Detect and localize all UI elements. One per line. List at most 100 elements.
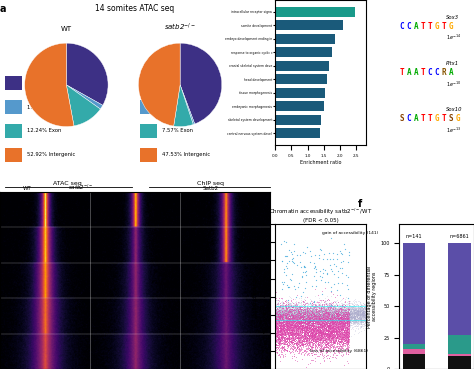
Point bbox=[353, 309, 361, 315]
Point bbox=[323, 313, 330, 319]
Point bbox=[285, 315, 292, 321]
Point bbox=[320, 316, 328, 322]
Point bbox=[337, 323, 345, 328]
Point bbox=[343, 311, 350, 317]
Point bbox=[301, 314, 308, 320]
Point bbox=[295, 324, 303, 330]
Point bbox=[297, 310, 304, 315]
Point bbox=[319, 312, 327, 318]
Point bbox=[349, 313, 357, 319]
Point bbox=[333, 345, 341, 351]
Point bbox=[303, 312, 310, 318]
Point bbox=[302, 313, 310, 319]
Point bbox=[326, 324, 334, 330]
Point bbox=[288, 307, 296, 313]
Point bbox=[319, 329, 327, 335]
Point bbox=[316, 349, 324, 355]
Point bbox=[293, 316, 301, 322]
Point bbox=[289, 311, 297, 317]
Point bbox=[308, 332, 316, 338]
Point bbox=[281, 304, 289, 310]
Point bbox=[324, 318, 331, 324]
Point bbox=[291, 324, 298, 330]
Point bbox=[292, 312, 300, 318]
Point bbox=[329, 310, 337, 315]
Point bbox=[320, 310, 328, 316]
Point bbox=[332, 305, 340, 311]
Point bbox=[303, 323, 311, 328]
Point bbox=[354, 313, 361, 319]
Point bbox=[320, 320, 328, 326]
Point bbox=[301, 264, 308, 270]
Point bbox=[313, 338, 321, 344]
Point bbox=[277, 323, 284, 328]
Point bbox=[275, 316, 283, 322]
Point bbox=[279, 318, 287, 324]
Point bbox=[282, 311, 289, 317]
Point bbox=[310, 318, 318, 324]
Point bbox=[307, 310, 315, 316]
Point bbox=[322, 332, 329, 338]
Point bbox=[301, 329, 309, 335]
Point bbox=[284, 317, 292, 323]
Point bbox=[325, 330, 333, 335]
Point bbox=[278, 313, 286, 318]
Point bbox=[293, 317, 301, 323]
Point bbox=[280, 317, 288, 323]
Point bbox=[299, 309, 306, 315]
Point bbox=[318, 345, 326, 351]
Point bbox=[336, 313, 343, 318]
Point bbox=[307, 304, 315, 310]
Point bbox=[337, 309, 345, 315]
Point bbox=[317, 328, 324, 334]
Point bbox=[341, 317, 349, 323]
Point bbox=[315, 342, 323, 348]
Point bbox=[282, 310, 290, 316]
Point bbox=[323, 256, 330, 262]
Point bbox=[329, 323, 337, 328]
Point bbox=[318, 322, 326, 328]
Point bbox=[319, 317, 327, 323]
Point bbox=[278, 308, 285, 314]
Point bbox=[299, 303, 307, 309]
Point bbox=[283, 348, 291, 354]
Point bbox=[272, 324, 279, 330]
Point bbox=[349, 302, 357, 308]
Point bbox=[338, 314, 346, 320]
Point bbox=[294, 332, 301, 338]
Point bbox=[293, 314, 301, 320]
Point bbox=[334, 313, 342, 319]
Point bbox=[310, 320, 318, 326]
Point bbox=[294, 306, 301, 312]
Point bbox=[343, 327, 351, 332]
Point bbox=[317, 321, 324, 327]
Point bbox=[329, 334, 337, 339]
Point bbox=[285, 316, 293, 322]
Point bbox=[341, 316, 348, 322]
Point bbox=[282, 306, 290, 311]
Point bbox=[322, 320, 329, 325]
Point bbox=[309, 312, 317, 318]
Point bbox=[274, 335, 282, 341]
Point bbox=[311, 321, 319, 327]
Point bbox=[339, 316, 346, 322]
Point bbox=[293, 344, 301, 349]
Point bbox=[310, 314, 318, 320]
Point bbox=[302, 313, 310, 318]
Point bbox=[308, 320, 315, 326]
Point bbox=[272, 324, 280, 330]
Point bbox=[317, 317, 325, 323]
Point bbox=[340, 310, 348, 316]
Point bbox=[344, 338, 352, 344]
Point bbox=[293, 320, 301, 325]
Point bbox=[326, 308, 333, 314]
Point bbox=[286, 304, 294, 310]
Point bbox=[301, 305, 309, 311]
Point bbox=[325, 327, 332, 332]
Point bbox=[291, 307, 299, 313]
Point bbox=[306, 303, 314, 309]
Point bbox=[333, 352, 340, 358]
Point bbox=[274, 316, 282, 322]
Point bbox=[311, 324, 319, 330]
Point bbox=[273, 311, 281, 317]
